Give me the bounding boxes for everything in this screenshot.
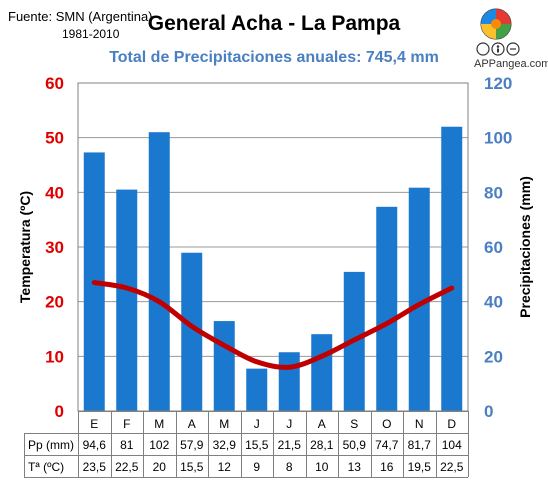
- chart-title: General Acha - La Pampa: [147, 12, 401, 35]
- precip-bar: [441, 126, 463, 411]
- left-tick-label: 40: [45, 183, 64, 202]
- right-tick-label: 120: [484, 74, 512, 93]
- left-tick-label: 50: [45, 129, 64, 148]
- precip-bar: [278, 352, 300, 411]
- temp-value: 10: [315, 460, 329, 474]
- precip-value: 50,9: [343, 438, 367, 452]
- month-label: J: [286, 417, 292, 431]
- right-tick-label: 80: [484, 183, 503, 202]
- left-tick-label: 0: [55, 402, 64, 421]
- right-tick-label: 20: [484, 347, 503, 366]
- temp-value: 9: [253, 460, 260, 474]
- temp-value: 20: [153, 460, 167, 474]
- precip-bar: [311, 334, 333, 411]
- appangea-logo: [480, 8, 512, 40]
- precip-value: 28,1: [310, 438, 334, 452]
- precip-value: 94,6: [83, 438, 107, 452]
- month-label: J: [254, 417, 260, 431]
- month-label: D: [447, 417, 456, 431]
- brand-label: APPangea.com: [474, 58, 548, 70]
- table-row-label: Pp (mm): [28, 438, 74, 452]
- precip-bar: [181, 252, 203, 411]
- precip-value: 74,7: [375, 438, 399, 452]
- chart-subtitle: Total de Precipitaciones anuales: 745,4 …: [109, 49, 439, 66]
- month-label: E: [90, 417, 98, 431]
- precip-value: 32,9: [213, 438, 237, 452]
- temp-value: 16: [380, 460, 394, 474]
- precip-bar: [148, 132, 170, 411]
- right-axis-title: Precipitaciones (mm): [517, 176, 533, 318]
- precip-bar: [376, 206, 398, 411]
- temperature-line: [91, 280, 455, 370]
- temp-value: 19,5: [408, 460, 432, 474]
- table-row-label: Tª (ºC): [28, 460, 64, 474]
- precip-value: 21,5: [278, 438, 302, 452]
- precip-value: 57,9: [180, 438, 204, 452]
- left-tick-label: 60: [45, 74, 64, 93]
- left-tick-label: 30: [45, 238, 64, 257]
- period-label: 1981-2010: [62, 27, 120, 41]
- temp-value: 22,5: [440, 460, 464, 474]
- precip-bar: [116, 189, 138, 411]
- temp-value: 13: [348, 460, 362, 474]
- month-label: S: [350, 417, 358, 431]
- month-label: A: [318, 417, 326, 431]
- precip-value: 81,7: [408, 438, 432, 452]
- right-tick-label: 100: [484, 129, 512, 148]
- month-label: M: [154, 417, 164, 431]
- temp-value: 8: [286, 460, 293, 474]
- month-label: O: [382, 417, 391, 431]
- right-tick-label: 60: [484, 238, 503, 257]
- left-tick-label: 20: [45, 293, 64, 312]
- right-tick-label: 0: [484, 402, 493, 421]
- temp-value: 15,5: [180, 460, 204, 474]
- left-axis-title: Temperatura (ºC): [17, 191, 33, 303]
- precip-value: 102: [149, 438, 169, 452]
- right-tick-label: 40: [484, 293, 503, 312]
- precip-bar: [246, 368, 268, 411]
- month-label: M: [219, 417, 229, 431]
- source-label: Fuente: SMN (Argentina): [8, 9, 153, 24]
- temp-value: 12: [218, 460, 232, 474]
- temp-value: 23,5: [83, 460, 107, 474]
- month-label: A: [188, 417, 196, 431]
- precip-bar: [213, 321, 235, 411]
- month-label: N: [415, 417, 424, 431]
- precip-value: 15,5: [245, 438, 269, 452]
- cc-license-icons: [476, 42, 522, 56]
- precip-value: 104: [442, 438, 462, 452]
- left-tick-label: 10: [45, 347, 64, 366]
- precip-value: 81: [120, 438, 134, 452]
- precip-bar: [408, 187, 430, 411]
- month-label: F: [123, 417, 130, 431]
- temp-value: 22,5: [115, 460, 139, 474]
